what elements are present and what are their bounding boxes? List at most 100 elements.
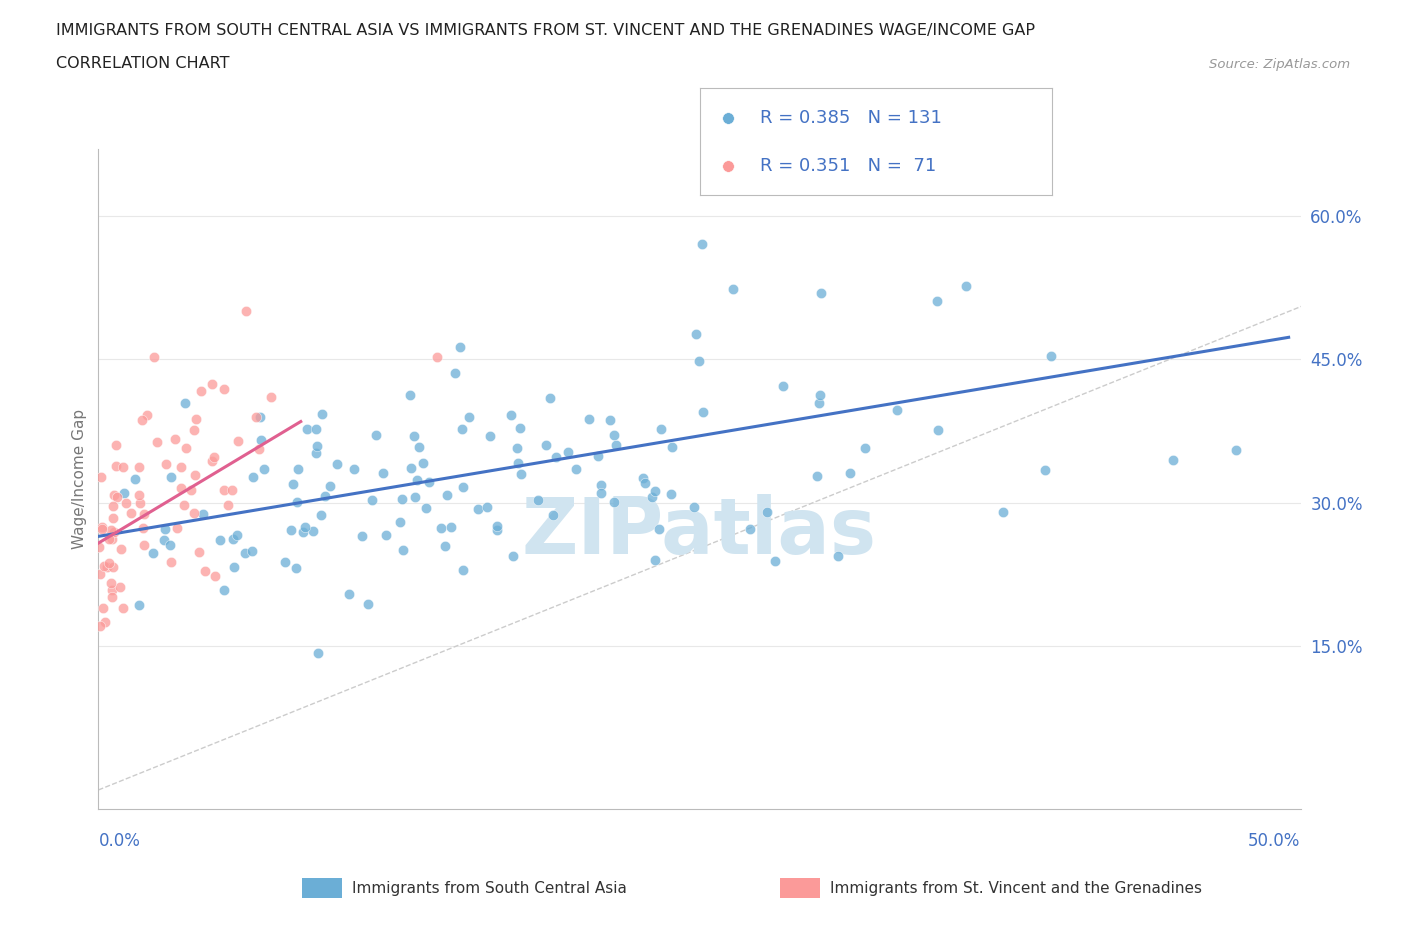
Point [534,437,557,452]
Point [586,448,609,463]
Point [142,546,165,561]
Point [307,646,329,661]
Point [478,429,501,444]
Point [128,597,150,612]
Point [190,383,212,398]
Point [509,420,531,435]
Point [132,538,155,552]
Point [326,456,349,471]
Point [527,492,550,507]
Point [201,377,224,392]
Point [124,472,146,486]
Point [285,560,308,575]
Point [366,428,388,443]
Point [111,601,134,616]
Point [224,560,246,575]
Point [184,411,207,426]
Point [194,564,217,578]
Point [112,485,135,500]
Point [644,552,666,567]
Point [94,615,117,630]
Point [458,409,481,424]
Point [591,478,613,493]
Point [93,559,115,574]
Point [131,413,153,428]
Point [128,459,150,474]
Text: R = 0.351   N =  71: R = 0.351 N = 71 [759,157,936,176]
Point [319,479,342,494]
Text: R = 0.385   N = 131: R = 0.385 N = 131 [759,110,942,127]
Point [294,520,316,535]
Point [103,487,125,502]
Point [145,434,167,449]
Point [564,462,586,477]
Point [112,459,135,474]
Point [541,508,564,523]
Point [129,496,152,511]
Point [886,403,908,418]
Point [404,490,426,505]
Point [449,339,471,354]
Point [453,480,475,495]
Point [683,499,706,514]
Point [212,582,235,597]
Point [247,442,270,457]
Point [183,467,205,482]
Point [763,553,786,568]
Point [91,600,114,615]
Point [546,449,568,464]
Point [361,493,384,508]
Point [101,590,124,604]
Point [226,433,249,448]
Point [132,520,155,535]
Point [827,549,849,564]
Point [690,236,713,251]
Point [233,546,256,561]
Point [440,520,463,535]
Point [252,461,274,476]
Point [235,304,257,319]
Point [183,423,205,438]
Point [183,506,205,521]
Point [101,498,124,513]
Point [806,468,828,483]
Point [485,519,508,534]
Point [1225,442,1247,457]
Point [426,349,449,364]
Point [305,445,328,460]
Point [309,507,332,522]
Point [415,501,437,516]
Point [96,560,118,575]
Point [217,498,239,512]
Point [599,412,621,427]
Point [170,481,193,496]
Point [991,504,1014,519]
Point [510,466,533,481]
Point [927,423,949,438]
Point [738,521,761,536]
Point [311,406,333,421]
Point [808,387,831,402]
Point [188,545,211,560]
Point [839,466,862,481]
Point [434,538,457,553]
Point [1161,453,1184,468]
Point [191,506,214,521]
Point [305,421,328,436]
Point [259,390,281,405]
Point [245,410,267,425]
Point [685,326,707,341]
Text: 50.0%: 50.0% [1249,832,1301,850]
Point [160,554,183,569]
Text: Immigrants from South Central Asia: Immigrants from South Central Asia [352,881,627,896]
Point [436,487,458,502]
Point [132,506,155,521]
Point [98,555,121,570]
Point [450,421,472,436]
Point [388,514,411,529]
Point [90,470,112,485]
Point [180,483,202,498]
Point [631,471,654,485]
Point [212,382,235,397]
Point [101,583,124,598]
